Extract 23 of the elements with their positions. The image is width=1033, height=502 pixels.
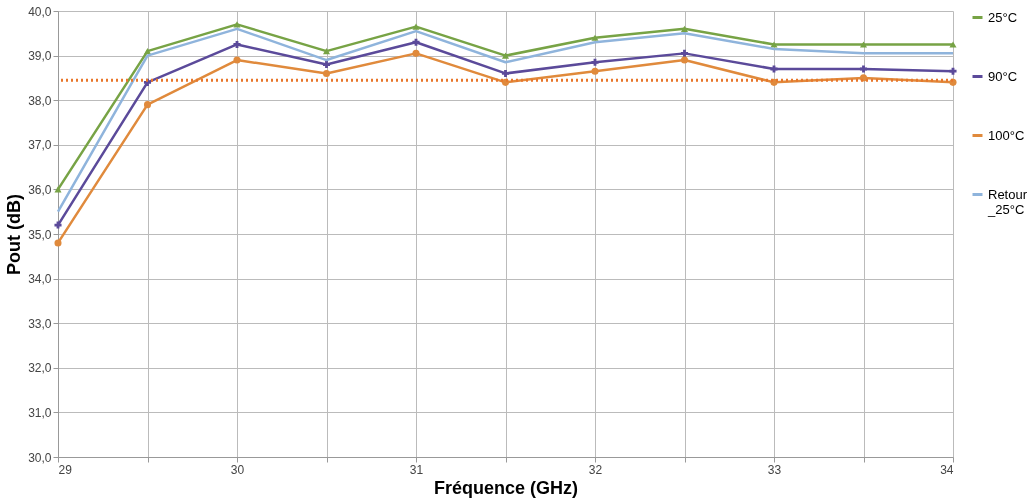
x-tick-label: 30	[230, 462, 245, 477]
legend-label: Retour _25°C	[987, 186, 1028, 217]
y-tick-label: 38,0	[28, 93, 52, 108]
x-tick-label: 32	[588, 462, 603, 477]
y-axis-title: Pout (dB)	[4, 194, 25, 275]
legend-label: 100°C	[988, 127, 1025, 143]
y-tick-label: 30,0	[28, 450, 52, 465]
y-tick-label: 35,0	[28, 227, 52, 242]
y-tick-label: 31,0	[28, 405, 52, 420]
x-tick-label: 29	[58, 462, 73, 477]
y-tick-label: 37,0	[28, 138, 52, 153]
x-tick-label: 34	[940, 462, 954, 477]
x-tick-label: 31	[409, 462, 424, 477]
y-tick-label: 36,0	[28, 182, 52, 197]
y-tick-label: 40,0	[28, 4, 52, 19]
x-tick-label: 33	[767, 462, 782, 477]
y-tick-label: 32,0	[28, 361, 52, 376]
y-tick-label: 34,0	[28, 272, 52, 287]
y-tick-label: 39,0	[28, 49, 52, 64]
legend-label: 25°C	[988, 9, 1018, 25]
legend-label: 90°C	[988, 68, 1018, 84]
y-tick-label: 33,0	[28, 316, 52, 331]
x-axis-title: Fréquence (GHz)	[433, 477, 579, 498]
